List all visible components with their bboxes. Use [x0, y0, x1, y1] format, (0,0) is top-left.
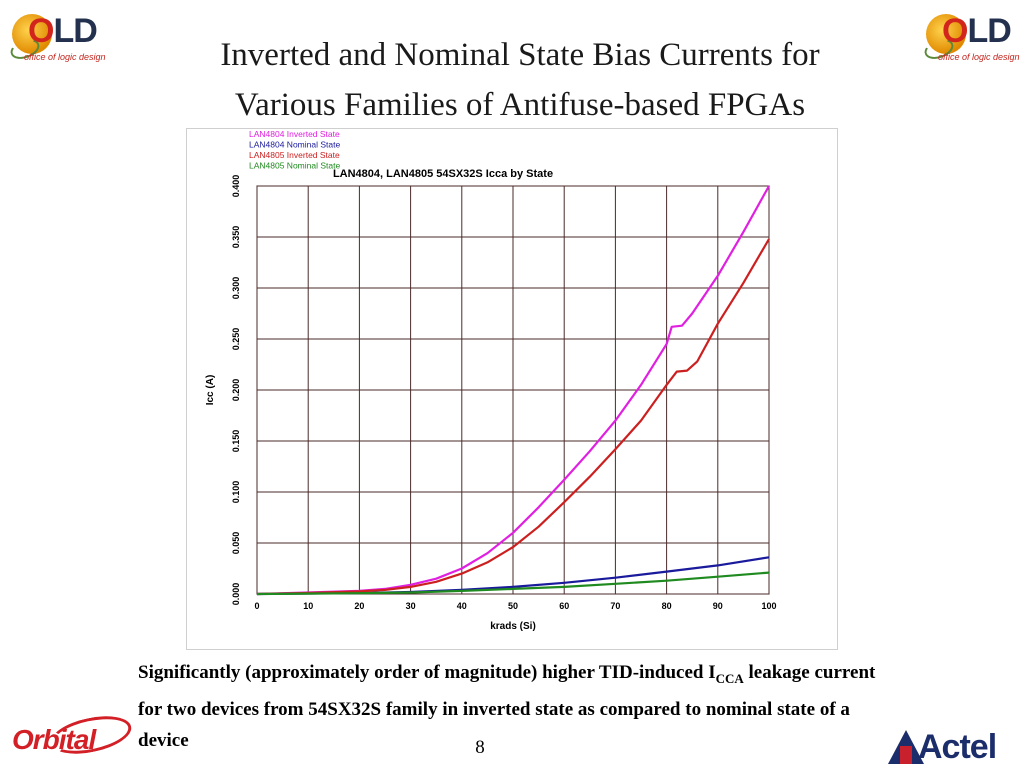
actel-logo: Actel [888, 728, 1022, 768]
slide-caption: Significantly (approximately order of ma… [138, 657, 878, 756]
caption-text-1: Significantly (approximately order of ma… [138, 662, 716, 683]
series-line [256, 571, 770, 596]
old-logo-subtitle: office of logic design [938, 52, 1020, 62]
chart: 0 10 20 30 40 50 60 70 80 90 100 0.000 0.050 0.100 0.1… [205, 129, 777, 632]
legend-entry: LAN4805 Nominal State [249, 161, 340, 171]
orbital-logo-text: Orbital [12, 724, 96, 755]
old-logo-text: OLD [28, 12, 98, 50]
chart-title: LAN4804, LAN4805 54SX32S Icca by State [333, 168, 553, 180]
old-logo-right: OLD office of logic design [920, 10, 1020, 72]
actel-logo-text: Actel [918, 728, 997, 766]
x-tick-label: 60 [559, 601, 569, 611]
old-logo-subtitle: office of logic design [24, 52, 106, 62]
y-tick-label: 0.050 [231, 532, 241, 555]
x-tick-label: 30 [406, 601, 416, 611]
orbital-logo: Orbital [10, 709, 140, 761]
legend-entry: LAN4804 Nominal State [249, 140, 340, 150]
x-tick-label: 10 [303, 601, 313, 611]
slide-title: Inverted and Nominal State Bias Currents… [130, 30, 910, 130]
x-tick-label: 40 [457, 601, 467, 611]
y-tick-label: 0.100 [231, 481, 241, 504]
legend-entry: LAN4805 Inverted State [249, 150, 340, 160]
series-line [256, 238, 770, 596]
y-tick-label: 0.000 [231, 583, 241, 606]
x-tick-label: 50 [508, 601, 518, 611]
x-tick-label: 100 [761, 601, 776, 611]
slide-title-line1: Inverted and Nominal State Bias Currents… [220, 37, 820, 73]
chart-panel: 0 10 20 30 40 50 60 70 80 90 100 0.000 0.050 0.100 0.1… [186, 128, 838, 650]
old-logo-text: OLD [942, 12, 1012, 50]
old-logo-mark-icon [12, 14, 52, 54]
x-tick-label: 0 [254, 601, 259, 611]
page-number: 8 [475, 737, 485, 758]
y-tick-label: 0.400 [231, 175, 241, 198]
actel-mark-icon [888, 730, 924, 764]
caption-subscript: CCA [715, 670, 744, 686]
x-tick-label: 90 [713, 601, 723, 611]
y-tick-label: 0.200 [231, 379, 241, 402]
old-logo-mark-icon [926, 14, 966, 54]
caption-text-2: leakage current for two devices from 54S… [138, 662, 876, 751]
y-tick-label: 0.250 [231, 328, 241, 351]
y-tick-label: 0.300 [231, 277, 241, 300]
x-tick-label: 70 [610, 601, 620, 611]
slide-title-line2: Various Families of Antifuse-based FPGAs [234, 87, 806, 123]
series-line [256, 185, 770, 596]
x-axis-label: krads (Si) [490, 621, 536, 632]
legend-entry: LAN4804 Inverted State [249, 129, 340, 139]
x-tick-label: 20 [354, 601, 364, 611]
y-axis-label: Icc (A) [205, 375, 216, 406]
y-tick-label: 0.350 [231, 226, 241, 249]
old-logo-left: OLD office of logic design [6, 10, 106, 72]
x-tick-label: 80 [662, 601, 672, 611]
y-tick-label: 0.150 [231, 430, 241, 453]
